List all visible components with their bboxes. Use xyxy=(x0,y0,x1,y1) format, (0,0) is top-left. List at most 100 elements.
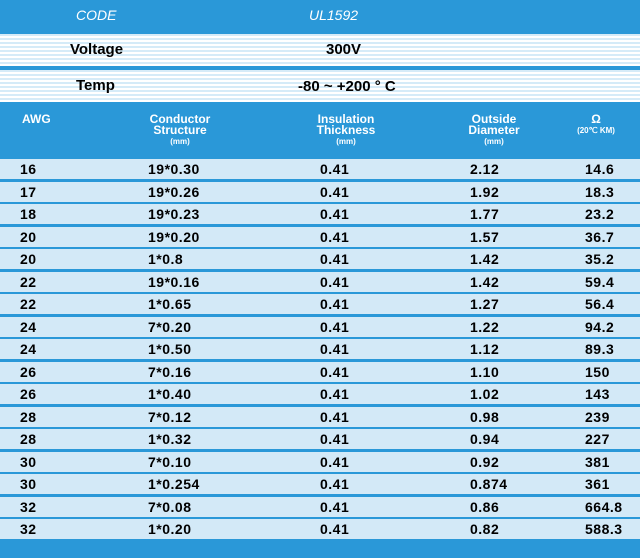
table-cell: 32 xyxy=(20,498,37,515)
table-cell: 0.41 xyxy=(320,476,350,492)
code-value: UL1592 xyxy=(309,7,359,23)
table-row: 26 1*0.40 0.41 1.02 143 xyxy=(0,384,640,404)
header-text: Outside xyxy=(471,112,517,126)
table-cell: 1*0.8 xyxy=(148,251,184,267)
spec-value: -80 ~ +200 ° C xyxy=(298,78,396,95)
table-cell: 1.42 xyxy=(470,273,500,290)
table-cell: 22 xyxy=(20,273,37,290)
table-cell: 7*0.16 xyxy=(148,363,192,380)
header-cell: Ω (20℃ KM) xyxy=(566,113,626,136)
header-text: Thickness xyxy=(316,123,376,137)
header-text: (mm) xyxy=(484,137,504,146)
table-cell: 0.41 xyxy=(320,453,350,470)
table-cell: 7*0.20 xyxy=(148,318,192,335)
table-cell: 28 xyxy=(20,431,37,447)
table-cell: 381 xyxy=(585,453,610,470)
table-cell: 0.41 xyxy=(320,318,350,335)
header-text: Diameter xyxy=(468,123,520,137)
table-cell: 1.57 xyxy=(470,228,500,245)
header-text: (mm) xyxy=(170,137,190,146)
table-cell: 664.8 xyxy=(585,498,623,515)
table-cell: 35.2 xyxy=(585,251,615,267)
table-cell: 143 xyxy=(585,386,610,402)
table-cell: 19*0.26 xyxy=(148,183,200,200)
table-row: 22 19*0.16 0.41 1.42 59.4 xyxy=(0,271,640,292)
table-cell: 1*0.40 xyxy=(148,386,192,402)
table-row: 24 1*0.50 0.41 1.12 89.3 xyxy=(0,339,640,359)
table-cell: 0.41 xyxy=(320,431,350,447)
table-cell: 30 xyxy=(20,476,37,492)
table-cell: 1*0.32 xyxy=(148,431,192,447)
table-row: 28 1*0.32 0.41 0.94 227 xyxy=(0,429,640,449)
table-cell: 7*0.10 xyxy=(148,453,192,470)
table-cell: 23.2 xyxy=(585,206,615,222)
table-cell: 239 xyxy=(585,408,610,425)
table-cell: 7*0.12 xyxy=(148,408,192,425)
table-cell: 24 xyxy=(20,318,37,335)
bottom-bar xyxy=(0,545,640,558)
table-cell: 0.41 xyxy=(320,498,350,515)
header-text: Structure xyxy=(153,123,207,137)
table-row: 24 7*0.20 0.41 1.22 94.2 xyxy=(0,316,640,337)
table-cell: 18.3 xyxy=(585,183,615,200)
table-cell: 19*0.30 xyxy=(148,161,200,177)
table-cell: 1.27 xyxy=(470,296,500,312)
table-cell: 0.41 xyxy=(320,296,350,312)
table-cell: 94.2 xyxy=(585,318,615,335)
table-cell: 0.41 xyxy=(320,386,350,402)
table-cell: 89.3 xyxy=(585,341,615,357)
table-cell: 1.10 xyxy=(470,363,500,380)
table-cell: 30 xyxy=(20,453,37,470)
header-text: AWG xyxy=(22,112,51,126)
table-cell: 227 xyxy=(585,431,610,447)
table-cell: 0.41 xyxy=(320,228,350,245)
table-row: 30 1*0.254 0.41 0.874 361 xyxy=(0,474,640,494)
table-cell: 26 xyxy=(20,363,37,380)
table-cell: 0.94 xyxy=(470,431,500,447)
spec-label: Temp xyxy=(76,77,115,94)
table-cell: 1.22 xyxy=(470,318,500,335)
table-cell: 59.4 xyxy=(585,273,615,290)
table-cell: 19*0.16 xyxy=(148,273,200,290)
table-cell: 0.874 xyxy=(470,476,508,492)
table-cell: 1.02 xyxy=(470,386,500,402)
table-cell: 0.41 xyxy=(320,161,350,177)
table-cell: 0.82 xyxy=(470,521,500,537)
table-cell: 0.92 xyxy=(470,453,500,470)
table-cell: 56.4 xyxy=(585,296,615,312)
table-cell: 36.7 xyxy=(585,228,615,245)
table-row: 20 19*0.20 0.41 1.57 36.7 xyxy=(0,226,640,247)
table-cell: 32 xyxy=(20,521,37,537)
table-row: 28 7*0.12 0.41 0.98 239 xyxy=(0,406,640,427)
table-cell: 7*0.08 xyxy=(148,498,192,515)
table-row: 20 1*0.8 0.41 1.42 35.2 xyxy=(0,249,640,269)
table-cell: 588.3 xyxy=(585,521,623,537)
table-row: 26 7*0.16 0.41 1.10 150 xyxy=(0,361,640,382)
table-cell: 17 xyxy=(20,183,37,200)
table-cell: 0.86 xyxy=(470,498,500,515)
table-row: 32 1*0.20 0.41 0.82 588.3 xyxy=(0,519,640,539)
table-cell: 0.41 xyxy=(320,521,350,537)
table-cell: 150 xyxy=(585,363,610,380)
header-cell: Insulation Thickness (mm) xyxy=(296,113,396,147)
table-cell: 1.77 xyxy=(470,206,500,222)
header-text: Conductor xyxy=(149,112,211,126)
table-cell: 0.41 xyxy=(320,273,350,290)
table-cell: 1*0.65 xyxy=(148,296,192,312)
table-cell: 0.41 xyxy=(320,206,350,222)
table-cell: 361 xyxy=(585,476,610,492)
table-cell: 26 xyxy=(20,386,37,402)
spec-row: Temp -80 ~ +200 ° C xyxy=(0,70,640,102)
table-cell: 0.41 xyxy=(320,408,350,425)
table-row: 22 1*0.65 0.41 1.27 56.4 xyxy=(0,294,640,314)
table-cell: 20 xyxy=(20,251,37,267)
table-cell: 0.41 xyxy=(320,251,350,267)
table-cell: 19*0.23 xyxy=(148,206,200,222)
table-cell: 28 xyxy=(20,408,37,425)
table-cell: 1*0.20 xyxy=(148,521,192,537)
spec-row: Voltage 300V xyxy=(0,34,640,66)
table-cell: 1.42 xyxy=(470,251,500,267)
table-cell: 18 xyxy=(20,206,37,222)
table-cell: 1*0.254 xyxy=(148,476,200,492)
